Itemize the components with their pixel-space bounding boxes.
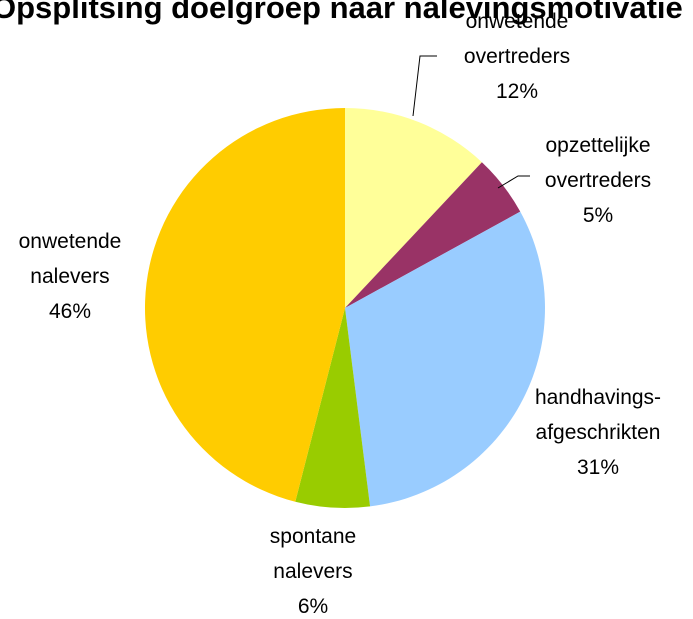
slice-category-label: opzettelijke bbox=[545, 134, 650, 157]
slice-percent-label: 6% bbox=[298, 595, 328, 614]
pie-slice-handhavings-afgeschrikten bbox=[345, 211, 545, 507]
pie-slices bbox=[144, 108, 545, 508]
slice-category-label: nalevers bbox=[273, 560, 352, 583]
slice-category-label: handhavings- bbox=[535, 386, 661, 409]
slice-category-label: onwetende bbox=[466, 10, 569, 33]
slice-category-label: spontane bbox=[270, 525, 356, 548]
pie-slice-spontane-nalevers bbox=[295, 308, 371, 508]
pie-slice-opzettelijke-overtreders bbox=[345, 162, 521, 308]
slice-percent-label: 31% bbox=[577, 456, 619, 479]
slice-percent-label: 46% bbox=[49, 300, 91, 323]
leader-line bbox=[497, 175, 530, 189]
slice-category-label: overtreders bbox=[464, 45, 570, 68]
slice-category-label: nalevers bbox=[30, 265, 109, 288]
slice-category-label: overtreders bbox=[545, 169, 651, 192]
slice-category-label: onwetende bbox=[19, 230, 122, 253]
slice-labels: onwetende overtreders 12% opzettelijke overt… bbox=[19, 10, 661, 618]
slice-percent-label: 12% bbox=[496, 80, 538, 103]
leader-line bbox=[412, 55, 437, 117]
slice-percent-label: 5% bbox=[583, 204, 613, 227]
chart-title: Opsplitsing doelgroep naar nalevingsmoti… bbox=[0, 0, 683, 25]
pie-slice-onwetende-overtreders bbox=[345, 108, 482, 308]
leader-lines bbox=[412, 55, 530, 189]
slice-category-label: afgeschrikten bbox=[536, 421, 661, 444]
pie-slice-onwetende-nalevers bbox=[144, 108, 345, 502]
